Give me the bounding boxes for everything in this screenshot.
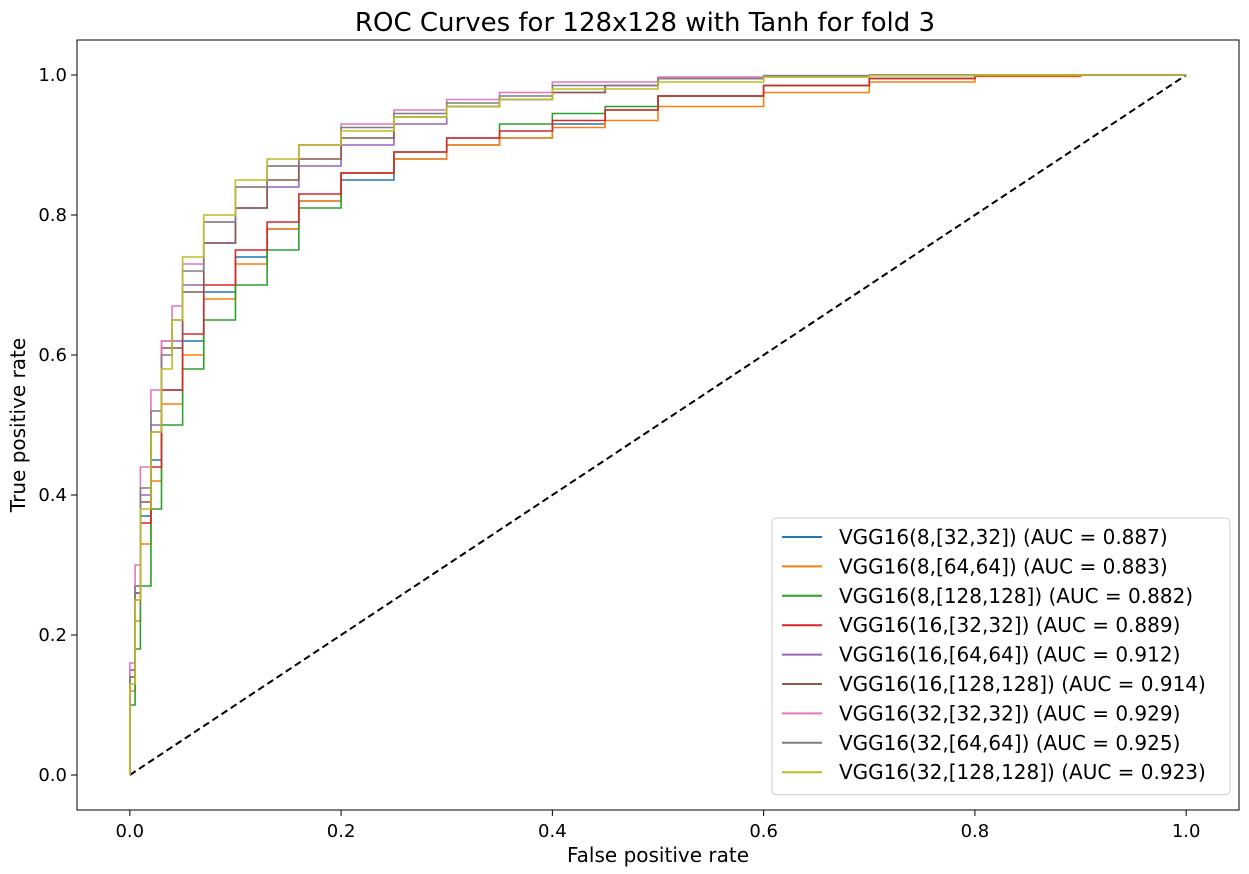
legend-label-5: VGG16(16,[64,64]) (AUC = 0.912) [839, 643, 1180, 667]
legend-label-7: VGG16(32,[32,32]) (AUC = 0.929) [839, 701, 1180, 725]
plot-area [129, 74, 1187, 776]
x-tick-label: 0.4 [538, 821, 567, 842]
legend-label-6: VGG16(16,[128,128]) (AUC = 0.914) [839, 672, 1206, 696]
chart-title: ROC Curves for 128x128 with Tanh for fol… [355, 8, 935, 38]
legend-label-8: VGG16(32,[64,64]) (AUC = 0.925) [839, 731, 1180, 755]
legend-label-9: VGG16(32,[128,128]) (AUC = 0.923) [839, 760, 1206, 784]
x-tick-label: 0.0 [115, 821, 144, 842]
series-line-9 [129, 74, 1187, 775]
y-tick-label: 0.4 [38, 485, 67, 506]
reference-diagonal-line [129, 74, 1187, 776]
y-axis-label: True positive rate [6, 338, 30, 513]
legend-label-3: VGG16(8,[128,128]) (AUC = 0.882) [839, 584, 1193, 608]
x-tick-label: 0.2 [327, 821, 356, 842]
x-axis-label: False positive rate [567, 843, 749, 867]
x-tick-label: 0.8 [961, 821, 990, 842]
legend: VGG16(8,[32,32]) (AUC = 0.887) VGG16(8,[6… [771, 517, 1231, 796]
x-tick-label: 0.6 [749, 821, 778, 842]
y-tick-label: 1.0 [38, 65, 67, 86]
y-tick-label: 0.8 [38, 205, 67, 226]
axes-frame [76, 39, 1240, 811]
y-tick-label: 0.6 [38, 345, 67, 366]
legend-label-2: VGG16(8,[64,64]) (AUC = 0.883) [839, 554, 1168, 578]
legend-label-4: VGG16(16,[32,32]) (AUC = 0.889) [839, 613, 1180, 637]
legend-label-1: VGG16(8,[32,32]) (AUC = 0.887) [839, 525, 1168, 549]
legend-box [771, 517, 1231, 796]
y-tick-label: 0.0 [38, 765, 67, 786]
y-tick-label: 0.2 [38, 625, 67, 646]
axis-ticks: 0.0 0.2 0.4 0.6 0.8 1.0 0.0 0.2 0.4 0.6 0.8 1.0 [38, 39, 1240, 842]
x-tick-label: 1.0 [1172, 821, 1201, 842]
